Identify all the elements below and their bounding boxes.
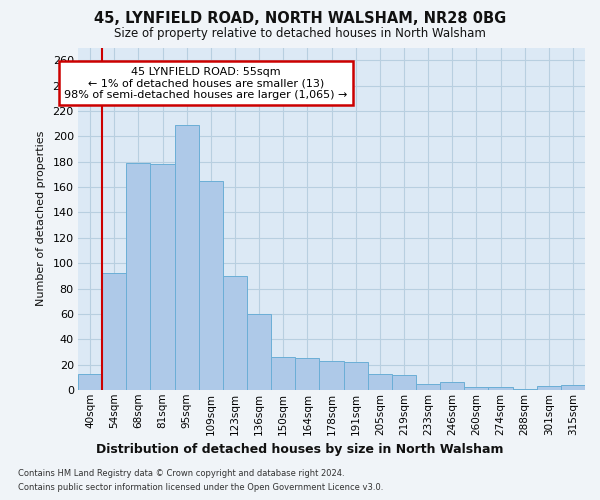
Bar xyxy=(488,388,512,390)
Bar xyxy=(416,384,440,390)
Bar xyxy=(247,314,271,390)
Text: Contains HM Land Registry data © Crown copyright and database right 2024.: Contains HM Land Registry data © Crown c… xyxy=(18,468,344,477)
Bar xyxy=(151,164,175,390)
Bar xyxy=(295,358,319,390)
Bar xyxy=(344,362,368,390)
Y-axis label: Number of detached properties: Number of detached properties xyxy=(35,131,46,306)
Bar xyxy=(223,276,247,390)
Bar xyxy=(537,386,561,390)
Bar xyxy=(319,361,344,390)
Bar xyxy=(464,388,488,390)
Bar xyxy=(561,385,585,390)
Bar xyxy=(199,180,223,390)
Text: Distribution of detached houses by size in North Walsham: Distribution of detached houses by size … xyxy=(96,442,504,456)
Text: Size of property relative to detached houses in North Walsham: Size of property relative to detached ho… xyxy=(114,28,486,40)
Bar xyxy=(440,382,464,390)
Bar xyxy=(78,374,102,390)
Bar xyxy=(126,163,151,390)
Bar xyxy=(175,125,199,390)
Bar xyxy=(368,374,392,390)
Bar xyxy=(271,357,295,390)
Bar xyxy=(102,274,126,390)
Text: 45, LYNFIELD ROAD, NORTH WALSHAM, NR28 0BG: 45, LYNFIELD ROAD, NORTH WALSHAM, NR28 0… xyxy=(94,11,506,26)
Text: Contains public sector information licensed under the Open Government Licence v3: Contains public sector information licen… xyxy=(18,484,383,492)
Bar xyxy=(512,388,537,390)
Bar xyxy=(392,375,416,390)
Text: 45 LYNFIELD ROAD: 55sqm
← 1% of detached houses are smaller (13)
98% of semi-det: 45 LYNFIELD ROAD: 55sqm ← 1% of detached… xyxy=(64,66,347,100)
